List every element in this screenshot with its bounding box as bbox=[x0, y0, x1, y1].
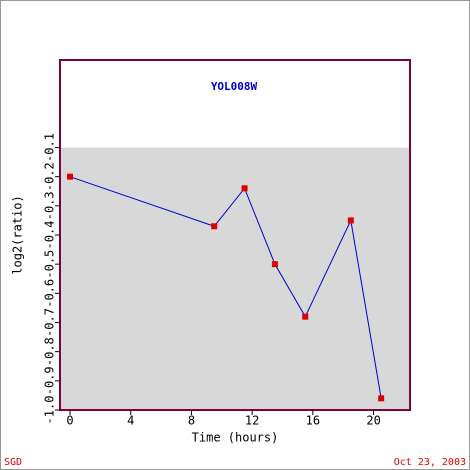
x-tick-label: 16 bbox=[306, 414, 320, 428]
footer-right: Oct 23, 2003 bbox=[394, 457, 466, 468]
y-axis-label: log2(ratio) bbox=[11, 195, 25, 274]
y-tick-label: -0.7 bbox=[43, 308, 57, 337]
chart-title: YOL008W bbox=[211, 80, 258, 93]
x-tick-label: 20 bbox=[366, 414, 380, 428]
x-axis-label: Time (hours) bbox=[192, 431, 279, 445]
y-tick-label: -0.6 bbox=[43, 279, 57, 308]
point bbox=[271, 261, 278, 268]
x-tick-label: 8 bbox=[188, 414, 195, 428]
y-tick-label: -0.5 bbox=[43, 250, 57, 279]
point bbox=[211, 223, 218, 230]
x-tick-label: 4 bbox=[127, 414, 134, 428]
point bbox=[67, 173, 74, 180]
y-tick-label: -0.2 bbox=[43, 162, 57, 191]
y-tick-label: -0.9 bbox=[43, 366, 57, 395]
point bbox=[241, 185, 248, 192]
footer-left: SGD bbox=[4, 457, 22, 468]
point bbox=[347, 217, 354, 224]
y-tick-label: -1.0 bbox=[43, 396, 57, 425]
y-tick-label: -0.3 bbox=[43, 191, 57, 220]
shaded-band bbox=[60, 147, 410, 410]
y-tick-label: -0.4 bbox=[43, 221, 57, 250]
y-tick-label: -0.8 bbox=[43, 337, 57, 366]
x-tick-label: 12 bbox=[245, 414, 259, 428]
y-tick-label: -0.1 bbox=[43, 133, 57, 162]
x-tick-label: 0 bbox=[66, 414, 73, 428]
point bbox=[302, 313, 309, 320]
point bbox=[378, 395, 385, 402]
